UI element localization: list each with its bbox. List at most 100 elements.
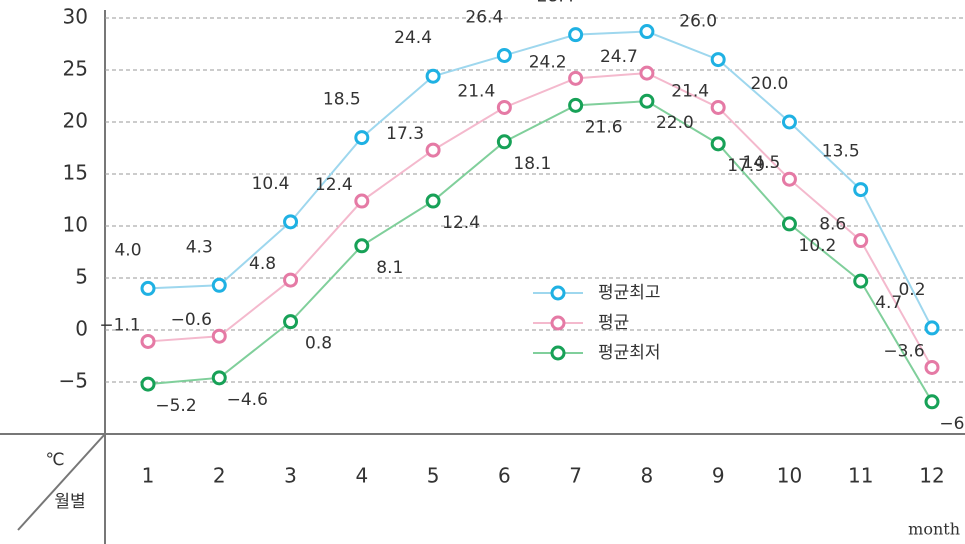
y-tick-label: 10	[63, 213, 88, 237]
y-tick-label: 30	[63, 5, 88, 29]
point	[354, 238, 370, 254]
point	[211, 277, 227, 293]
data-label: 4.7	[875, 293, 902, 313]
data-label: 26.0	[679, 12, 717, 32]
data-label: −0.6	[171, 310, 212, 330]
y-tick-label: 20	[63, 109, 88, 133]
x-tick-label: 9	[712, 464, 725, 488]
data-label: 8.1	[376, 258, 403, 278]
point	[639, 24, 655, 40]
point	[140, 333, 156, 349]
point	[924, 359, 940, 375]
legend-marker	[550, 315, 566, 331]
x-tick-label: 11	[848, 464, 873, 488]
data-label: 10.2	[799, 236, 837, 256]
point	[710, 99, 726, 115]
x-tick-label: 7	[569, 464, 582, 488]
legend-label: 평균	[598, 313, 629, 333]
x-tick-label: 8	[641, 464, 654, 488]
point	[283, 272, 299, 288]
point	[924, 320, 940, 336]
data-label: 21.6	[585, 117, 623, 137]
data-label: 21.4	[671, 81, 709, 101]
x-tick-label: 1	[142, 464, 155, 488]
data-label: 24.7	[600, 47, 638, 67]
y-tick-label: 0	[75, 317, 88, 341]
point	[639, 65, 655, 81]
data-label: 4.0	[114, 240, 141, 260]
data-label: 22.0	[656, 113, 694, 133]
point	[710, 136, 726, 152]
point	[853, 273, 869, 289]
point	[425, 142, 441, 158]
point	[853, 233, 869, 249]
y-tick-label: 25	[63, 57, 88, 81]
y-tick-label: 5	[75, 265, 88, 289]
data-label: 28.7	[608, 0, 646, 4]
data-label: 12.4	[442, 213, 480, 233]
corner-diagonal	[17, 433, 106, 531]
y-tick-label: −5	[59, 369, 88, 393]
x-tick-label: 5	[427, 464, 440, 488]
x-tick-label: 12	[919, 464, 944, 488]
point	[639, 93, 655, 109]
data-label: 8.6	[819, 215, 846, 235]
point	[568, 27, 584, 43]
data-label: −5.2	[155, 396, 196, 416]
point	[425, 193, 441, 209]
point	[568, 97, 584, 113]
data-label: 14.5	[743, 153, 781, 173]
data-label: −1.1	[99, 315, 140, 335]
legend-label: 평균최고	[598, 283, 661, 303]
data-label: 0.2	[898, 280, 925, 300]
data-label: 24.4	[394, 28, 432, 48]
point	[568, 70, 584, 86]
data-label: 20.0	[751, 74, 789, 94]
series-line	[147, 72, 933, 368]
point	[425, 68, 441, 84]
unit-label: ℃	[45, 450, 64, 470]
data-label: 28.4	[537, 0, 575, 7]
data-label: 13.5	[822, 142, 860, 162]
x-tick-label: 4	[355, 464, 368, 488]
data-label: 4.8	[249, 254, 276, 274]
x-tick-label: 10	[777, 464, 802, 488]
series-line	[147, 30, 933, 329]
point	[781, 114, 797, 130]
data-label: 4.3	[186, 237, 213, 257]
point	[211, 370, 227, 386]
point	[496, 47, 512, 63]
data-label: −6.9	[939, 414, 965, 434]
data-label: 0.8	[305, 334, 332, 354]
point	[781, 216, 797, 232]
data-label: 10.4	[252, 174, 290, 194]
data-label: 12.4	[315, 175, 353, 195]
x-tick-label: 6	[498, 464, 511, 488]
point	[211, 328, 227, 344]
data-label: 18.1	[513, 154, 551, 174]
data-label: −4.6	[227, 390, 268, 410]
point	[140, 376, 156, 392]
corner-label: 월별	[54, 492, 85, 512]
point	[354, 130, 370, 146]
point	[781, 171, 797, 187]
data-label: 17.3	[386, 124, 424, 144]
data-label: 18.5	[323, 90, 361, 110]
legend-marker	[550, 285, 566, 301]
legend-marker	[550, 345, 566, 361]
point	[283, 314, 299, 330]
data-label: −3.6	[883, 341, 924, 361]
data-label: 17.9	[727, 156, 765, 176]
point	[496, 134, 512, 150]
x-tick-label: 2	[213, 464, 226, 488]
series-line	[147, 100, 933, 403]
legend-label: 평균최저	[598, 343, 661, 363]
point	[496, 99, 512, 115]
data-label: 24.2	[529, 52, 567, 72]
point	[354, 193, 370, 209]
data-label: 21.4	[457, 81, 495, 101]
x-tick-label: 3	[284, 464, 297, 488]
y-tick-label: 15	[63, 161, 88, 185]
point	[283, 214, 299, 230]
point	[924, 394, 940, 410]
